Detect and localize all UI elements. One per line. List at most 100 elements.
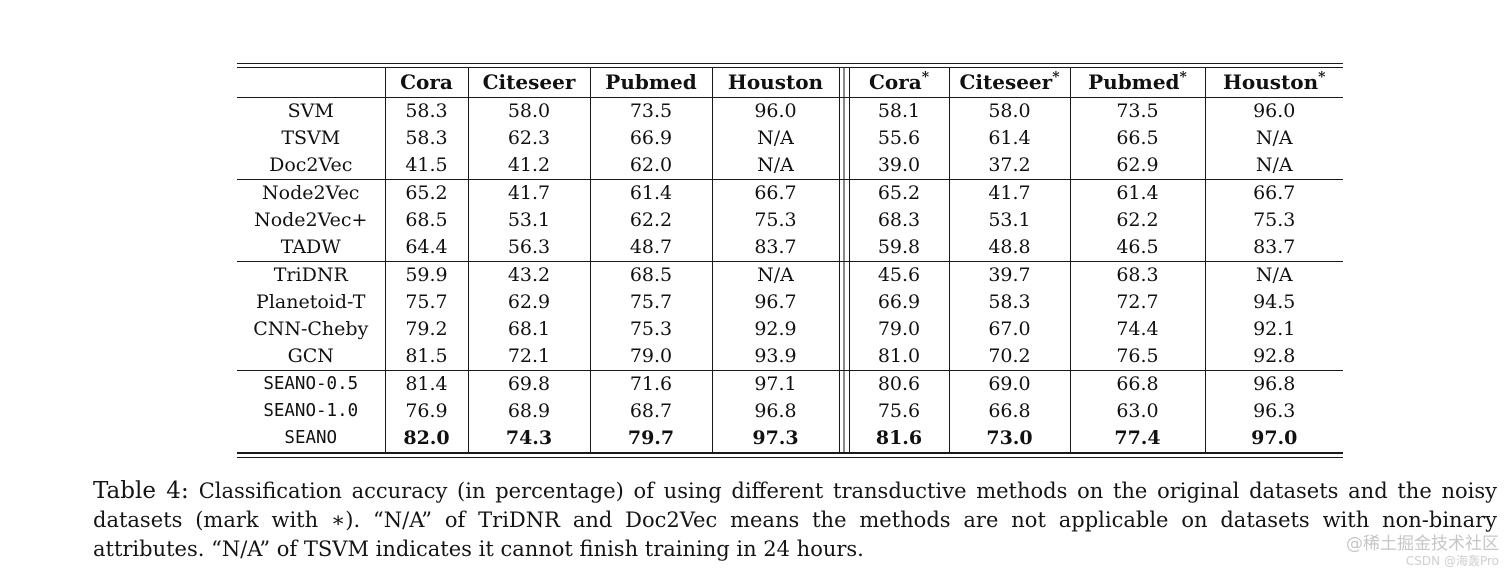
accuracy-value: 92.9 [754,318,797,340]
accuracy-value: N/A [1205,261,1343,289]
accuracy-value: 75.7 [385,289,469,316]
accuracy-value: 41.2 [468,152,591,180]
results-table-container: Cora Citeseer Pubmed Houston Cora* Cites… [237,63,1343,458]
accuracy-value: 71.6 [590,370,713,398]
accuracy-value: 62.3 [468,125,591,152]
header-houston: Houston [712,67,839,98]
accuracy-value: 79.2 [385,316,469,343]
accuracy-value: 72.1 [468,343,591,371]
accuracy-value: 75.3 [1253,209,1296,231]
header-pubmed: Pubmed [590,67,713,98]
accuracy-value: 68.3 [1070,261,1206,289]
accuracy-value: 74.4 [1070,316,1206,343]
accuracy-value: 79.0 [849,316,950,343]
accuracy-value: 53.1 [468,207,591,234]
accuracy-value: 62.0 [590,152,713,180]
method-name: SEANO [237,425,386,453]
header-cora: Cora [385,67,469,98]
accuracy-value: 75.7 [590,289,713,316]
table-row: SEANO 82.0 74.3 79.7 97.3 81.6 73.0 77.4 97.0 [237,425,1343,453]
method-name: SVM [237,97,386,125]
accuracy-value: 68.7 [590,398,713,425]
accuracy-value: 64.4 [385,234,469,262]
accuracy-value: 73.5 [1070,97,1206,125]
accuracy-value: 92.8 [1253,345,1296,367]
header-citeseer: Citeseer [468,67,591,98]
accuracy-value: N/A [1255,127,1293,149]
accuracy-value: N/A [712,261,839,289]
accuracy-value: 62.9 [468,289,591,316]
accuracy-value: 69.0 [949,370,1071,398]
accuracy-value: 93.9 [754,345,797,367]
method-name: TriDNR [237,261,386,289]
accuracy-value: 83.7 [1253,236,1296,258]
accuracy-value: 62.9 [1070,152,1206,180]
double-rule-separator [838,207,850,234]
accuracy-value: 41.7 [949,179,1071,207]
accuracy-value: 76.5 [1070,343,1206,371]
header-houston-star: Houston* [1205,67,1343,98]
method-name: TSVM [237,125,386,152]
table-row: SVM 58.3 58.0 73.5 96.0 58.1 58.0 73.5 96.0 [237,97,1343,125]
accuracy-value: 67.0 [949,316,1071,343]
accuracy-value: 45.6 [849,261,950,289]
accuracy-value: 43.2 [468,261,591,289]
accuracy-value: 63.0 [1070,398,1206,425]
double-rule-separator [838,289,850,316]
accuracy-value: 82.0 [385,425,469,453]
double-rule-separator [838,152,850,180]
double-rule-separator [838,398,850,425]
accuracy-value: 68.5 [590,261,713,289]
accuracy-value: 65.2 [849,179,950,207]
double-rule-separator [838,179,850,207]
accuracy-value: 81.6 [849,425,950,453]
accuracy-value: 72.7 [1070,289,1206,316]
double-rule-separator [838,234,850,262]
table-row: Doc2Vec 41.5 41.2 62.0 N/A 39.0 37.2 62.9 N/A [237,152,1343,180]
table-row: Planetoid-T 75.7 62.9 75.7 96.7 66.9 58.3 72.7 9… [237,289,1343,316]
table-row: GCN 81.5 72.1 79.0 93.9 81.0 70.2 76.5 92.8 [237,343,1343,371]
double-rule-separator [838,343,850,371]
accuracy-value: 68.3 [849,207,950,234]
method-name: GCN [237,343,386,371]
accuracy-value: 59.8 [849,234,950,262]
method-name: Node2Vec [237,179,386,207]
accuracy-value: 96.7 [754,291,797,313]
accuracy-value: 37.2 [949,152,1071,180]
accuracy-value: N/A [757,154,794,176]
accuracy-value: 61.4 [949,125,1071,152]
accuracy-value: 48.7 [590,234,713,262]
accuracy-value: 79.0 [590,343,713,371]
header-label: Houston [727,70,824,94]
header-label: Citeseer [959,70,1053,94]
accuracy-value: 58.3 [385,97,469,125]
accuracy-value: 66.9 [849,289,950,316]
header-row: Cora Citeseer Pubmed Houston Cora* Cites… [237,67,1343,98]
double-rule-separator [838,316,850,343]
double-rule-separator [838,370,850,398]
table-row: SEANO-0.5 81.4 69.8 71.6 97.1 80.6 69.0 66.8 96.… [237,370,1343,398]
accuracy-value: 96.8 [1205,370,1343,398]
accuracy-value: 69.8 [468,370,591,398]
double-rule-separator [838,261,850,289]
caption-text: Classification accuracy (in percentage) … [93,479,1497,561]
accuracy-value: 76.9 [385,398,469,425]
accuracy-value: 94.5 [1253,291,1296,313]
accuracy-value: 66.9 [590,125,713,152]
accuracy-value: 62.2 [1070,207,1206,234]
accuracy-value: 97.3 [752,427,799,449]
accuracy-value: 55.6 [849,125,950,152]
header-label: Pubmed [1088,70,1180,94]
header-cora-star: Cora* [849,67,950,98]
header-label: Cora [400,70,453,94]
accuracy-value: 39.0 [849,152,950,180]
accuracy-value: 58.3 [385,125,469,152]
method-name: SEANO-1.0 [237,398,386,425]
header-pubmed-star: Pubmed* [1070,67,1206,98]
accuracy-value: N/A [1255,154,1293,176]
watermark-community: @稀土掘金技术社区 [1346,534,1499,554]
accuracy-value: 39.7 [949,261,1071,289]
table-row: Node2Vec+ 68.5 53.1 62.2 75.3 68.3 53.1 62.2 75.… [237,207,1343,234]
double-rule-separator [838,67,850,98]
